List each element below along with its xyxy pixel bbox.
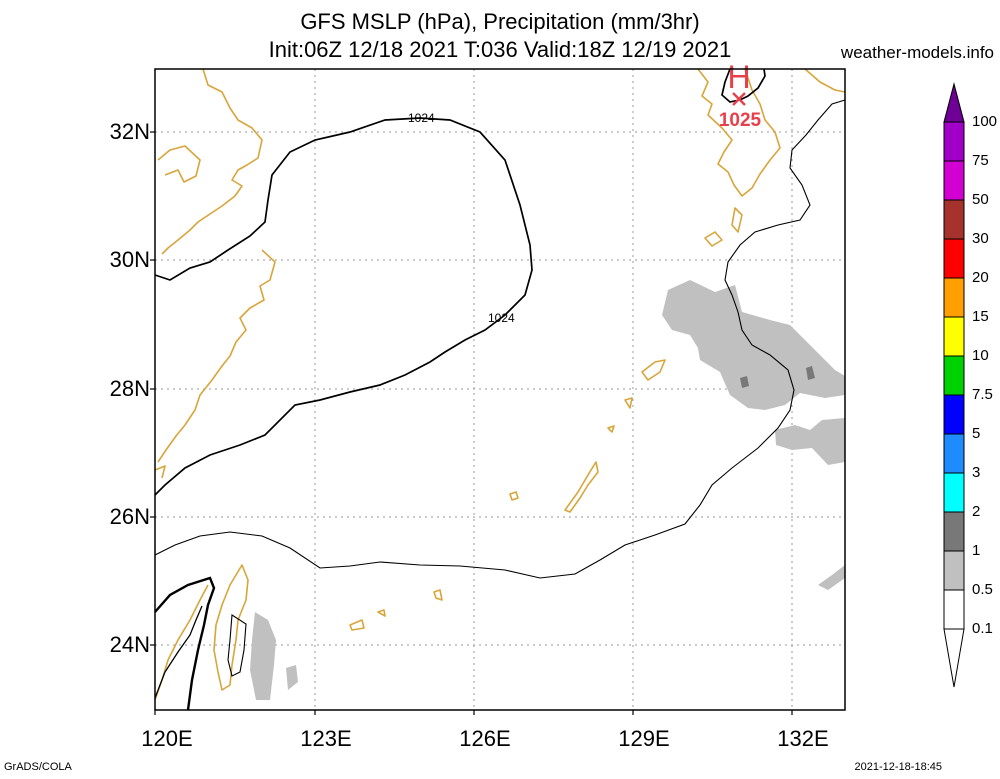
colorbar-label: 5: [972, 425, 981, 442]
colorbar-box: [943, 472, 965, 513]
isobar-1024: [154, 117, 533, 496]
colorbar-label: 7.5: [972, 386, 993, 403]
isobar-1026-left: [154, 605, 203, 699]
isobar-taiwan: [227, 614, 247, 677]
colorbar-label: 0.1: [972, 620, 993, 637]
chart-title: GFS MSLP (hPa), Precipitation (mm/3hr): [300, 9, 700, 34]
coast-island-8: [607, 425, 615, 433]
colorbar-label: 15: [972, 308, 989, 325]
colorbar-label: 50: [972, 191, 989, 208]
precip-area-taiwan-east: [250, 612, 276, 700]
isobar-1020: [154, 99, 846, 579]
axis-ticks: [150, 131, 793, 715]
coast-fujian-south: [154, 465, 166, 479]
lon-label-129e: 129E: [618, 726, 670, 751]
footer-timestamp: 2021-12-18-18:45: [854, 761, 942, 773]
colorbar: [943, 82, 965, 688]
coast-island-3: [509, 491, 519, 501]
colorbar-box: [943, 394, 965, 435]
precip-area-far-southeast: [818, 565, 845, 590]
coast-okinawa: [564, 461, 599, 513]
coast-island-7: [624, 397, 633, 409]
lat-label-24n: 24N: [109, 632, 150, 657]
lon-label-126e: 126E: [459, 726, 511, 751]
footer-software-credit: GrADS/COLA: [4, 761, 72, 773]
colorbar-label: 100: [972, 113, 998, 130]
colorbar-label: 0.5: [972, 581, 993, 598]
coast-island-2: [731, 207, 743, 233]
colorbar-label: 2: [972, 503, 981, 520]
colorbar-box: [943, 121, 965, 162]
colorbar-label: 20: [972, 269, 989, 286]
high-pressure-value: 1025: [719, 110, 762, 131]
lon-label-120e: 120E: [141, 726, 193, 751]
colorbar-box: [943, 277, 965, 318]
precip-area-southeast: [775, 418, 845, 465]
colorbar-bottom-arrow-icon: [943, 628, 965, 688]
high-pressure-center: H 1025: [719, 59, 762, 131]
precip-core-2: [806, 366, 815, 380]
coast-island-1: [704, 231, 723, 247]
site-credit: weather-models.info: [840, 43, 994, 62]
colorbar-box: [943, 511, 965, 552]
colorbar-box: [943, 433, 965, 474]
lon-label-123e: 123E: [300, 726, 352, 751]
coast-amami: [641, 359, 666, 381]
lat-label-32n: 32N: [109, 119, 150, 144]
high-pressure-symbol: H: [727, 59, 750, 95]
coast-island-6: [433, 589, 443, 601]
isobar-label-2: 1024: [488, 311, 515, 325]
colorbar-box: [943, 355, 965, 396]
chart-subtitle: Init:06Z 12/18 2021 T:036 Valid:18Z 12/1…: [268, 37, 732, 62]
colorbar-box: [943, 589, 965, 630]
precip-core-1: [740, 376, 749, 388]
precipitation-areas: [250, 280, 845, 700]
precip-area-small: [286, 665, 298, 690]
coast-hangzhou-bay: [157, 145, 201, 183]
isobars: [154, 68, 846, 711]
lat-label-28n: 28N: [109, 376, 150, 401]
coast-taiwan: [213, 564, 249, 691]
coast-island-5: [377, 609, 386, 617]
lon-label-132e: 132E: [777, 726, 829, 751]
lat-label-30n: 30N: [109, 247, 150, 272]
coast-kyushu: [697, 68, 781, 197]
lat-label-26n: 26N: [109, 504, 150, 529]
colorbar-box: [943, 199, 965, 240]
colorbar-label: 30: [972, 230, 989, 247]
colorbar-box: [943, 316, 965, 357]
colorbar-label: 1: [972, 542, 981, 559]
colorbar-label: 10: [972, 347, 989, 364]
isobar-label-1: 1024: [408, 111, 435, 125]
isobar-1028-left: [154, 576, 216, 711]
colorbar-box: [943, 160, 965, 201]
colorbar-box: [943, 550, 965, 591]
precip-area-east-china-sea: [662, 280, 845, 410]
coast-yangtze-delta: [161, 68, 263, 255]
colorbar-label: 75: [972, 152, 989, 169]
colorbar-box: [943, 238, 965, 279]
colorbar-top-arrow-icon: [943, 82, 965, 123]
high-center-cross-icon: [732, 92, 746, 106]
coast-zhejiang-fujian: [157, 249, 276, 463]
coast-island-4: [349, 619, 365, 631]
colorbar-label: 3: [972, 464, 981, 481]
coast-shikoku: [804, 68, 846, 93]
